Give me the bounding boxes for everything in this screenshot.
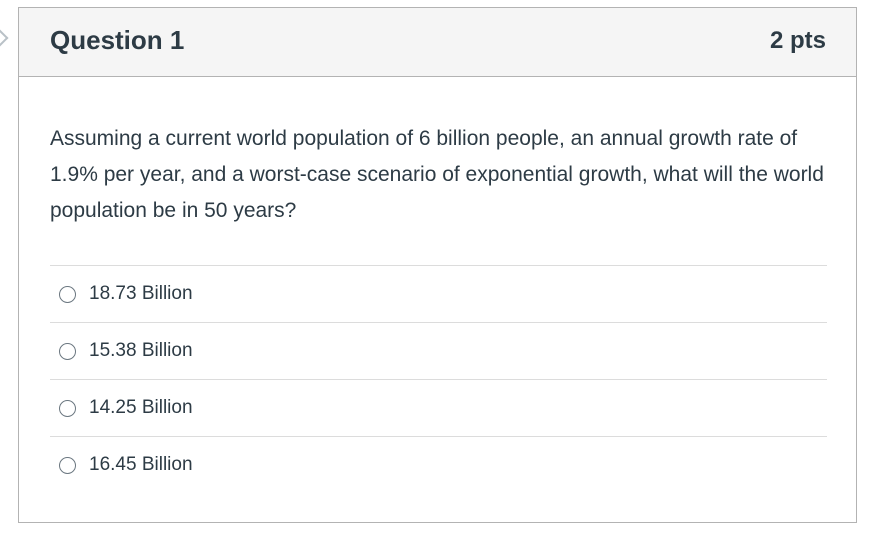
question-header: Question 1 2 pts [19,8,856,77]
question-text: Assuming a current world population of 6… [50,127,824,222]
answer-label: 18.73 Billion [89,283,193,304]
chevron-right-icon[interactable] [0,29,9,47]
radio-button[interactable] [59,342,76,360]
answer-option[interactable]: 14.25 Billion [50,379,827,436]
question-title: Question 1 [50,25,185,55]
radio-button[interactable] [59,399,76,417]
answer-option[interactable]: 18.73 Billion [50,265,827,322]
answer-label: 15.38 Billion [89,340,193,361]
answer-option[interactable]: 15.38 Billion [50,322,827,379]
radio-button[interactable] [59,285,76,303]
question-points: 2 pts [769,27,826,54]
answer-list: 18.73 Billion 15.38 Billion 14.25 Billio… [50,265,827,493]
question-card: Question 1 2 pts Assuming a current worl… [18,7,857,523]
radio-button[interactable] [59,456,76,474]
answer-option[interactable]: 16.45 Billion [50,436,827,493]
answer-label: 16.45 Billion [89,454,193,475]
answer-label: 14.25 Billion [89,397,193,418]
